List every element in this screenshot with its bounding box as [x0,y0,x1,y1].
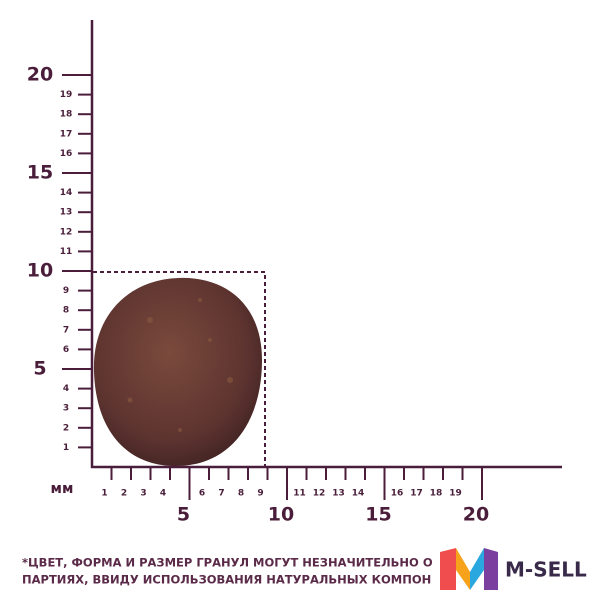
y-tick-label: 14 [60,188,73,198]
x-tick-label: 2 [121,489,127,499]
x-tick-label: 16 [391,489,404,499]
y-tick-label: 7 [63,325,69,335]
y-tick-label: 3 [63,404,69,414]
logo-text: M-SELL [505,558,587,582]
y-tick-label: 16 [60,149,73,159]
y-tick-label: 6 [63,345,69,355]
kibble [93,277,262,466]
y-major-label: 20 [27,64,53,86]
x-tick-label: 17 [410,489,423,499]
y-tick-label: 8 [63,306,69,316]
y-tick-label: 9 [63,286,69,296]
x-tick-label: 13 [332,489,345,499]
y-tick-label: 1 [63,443,69,453]
x-tick-label: 12 [313,489,326,499]
footnote: *ЦВЕТ, ФОРМА И РАЗМЕР ГРАНУЛ МОГУТ НЕЗНА… [22,556,433,570]
y-major-label: 5 [33,358,46,380]
size-frame [93,271,266,467]
footnote: ПАРТИЯХ, ВВИДУ ИСПОЛЬЗОВАНИЯ НАТУРАЛЬНЫХ… [22,573,431,587]
y-tick-label: 11 [60,247,73,257]
x-tick-label: 6 [199,489,205,499]
x-tick-label: 11 [293,489,306,499]
y-tick-label: 19 [60,90,73,100]
y-tick-label: 13 [60,208,73,218]
x-tick-label: 7 [218,489,224,499]
x-major-label: 20 [463,504,489,526]
x-tick-label: 4 [160,489,166,499]
y-tick-label: 4 [63,384,69,394]
x-tick-label: 3 [140,489,146,499]
x-major-label: 5 [177,504,190,526]
x-major-label: 15 [365,504,391,526]
y-tick-label: 12 [60,227,73,237]
x-tick-label: 19 [449,489,462,499]
unit-label: мм [51,481,74,497]
x-tick-label: 14 [352,489,365,499]
y-major-label: 15 [27,162,53,184]
x-tick-label: 1 [101,489,107,499]
logo-mark [440,548,498,590]
x-tick-label: 9 [257,489,263,499]
x-tick-label: 8 [238,489,244,499]
y-major-label: 10 [27,260,53,282]
x-major-label: 10 [268,504,294,526]
kibble-texture [127,298,233,432]
y-tick-label: 17 [60,129,73,139]
y-tick-label: 2 [63,423,69,433]
x-tick-label: 18 [430,489,443,499]
y-tick-label: 18 [60,110,73,120]
